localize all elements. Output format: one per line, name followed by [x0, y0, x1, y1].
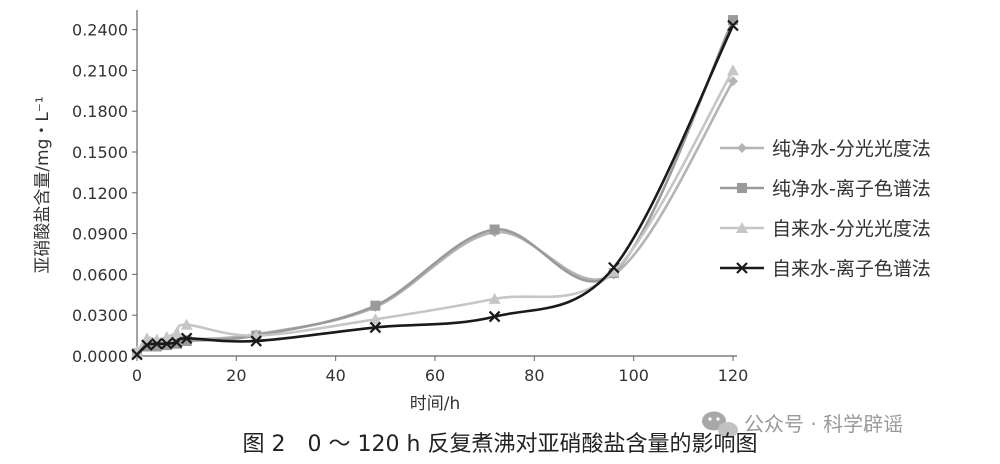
x-tick-label: 20 [226, 366, 246, 385]
series-line-2 [136, 19, 735, 355]
y-tick-label: 0.1800 [72, 102, 128, 121]
series-line-4 [136, 24, 735, 356]
data-point-series-4 [141, 339, 153, 351]
y-axis-title: 亚硝酸盐含量/mg・L⁻¹ [33, 96, 53, 273]
series-line-1 [136, 80, 735, 355]
data-point-series-4 [180, 332, 193, 345]
x-tick-label: 60 [425, 366, 445, 385]
x-tick-label: 80 [524, 366, 544, 385]
x-tick-label: 40 [325, 366, 345, 385]
data-point-series-2 [489, 224, 500, 235]
legend-label-4: 自来水-离子色谱法 [772, 258, 931, 280]
data-point-series-4 [608, 261, 620, 274]
x-tick-label: 0 [132, 366, 142, 385]
data-point-series-4 [488, 310, 501, 323]
data-point-series-4 [369, 321, 382, 334]
y-tick-label: 0.0600 [72, 265, 128, 284]
legend-marker-2 [737, 183, 747, 193]
legend-marker-1 [737, 143, 747, 153]
data-point-series-1 [728, 76, 738, 87]
plot-area: 0.0000 0.0300 0.0600 0.0900 0.1200 0.1500 0.18… [72, 10, 748, 385]
data-point-series-2 [728, 15, 738, 26]
data-point-series-2 [370, 300, 381, 311]
y-tick-label: 0.1500 [72, 143, 128, 162]
legend-label-3: 自来水-分光光度法 [772, 218, 931, 240]
data-point-series-4 [170, 336, 183, 349]
data-point-series-4 [151, 337, 163, 350]
watermark-text: 公众号 · 科学辟谣 [744, 412, 903, 436]
legend-label-1: 纯净水-分光光度法 [772, 138, 931, 160]
wechat-icon [702, 411, 738, 438]
data-point-series-4 [250, 335, 262, 347]
data-point-series-2 [181, 336, 192, 347]
x-tick-label: 100 [618, 366, 649, 385]
y-tick-label: 0.0900 [72, 225, 128, 244]
watermark: 公众号 · 科学辟谣 [702, 411, 903, 438]
data-point-series-3 [488, 292, 501, 304]
y-tick-label: 0.2400 [72, 21, 128, 40]
data-point-series-2 [151, 341, 162, 352]
x-axis-title: 时间/h [410, 394, 461, 414]
data-point-series-3 [170, 326, 183, 338]
y-tick-label: 0.0300 [72, 306, 128, 325]
figure-caption: 图 2 0 ～ 120 h 反复煮沸对亚硝酸盐含量的影响图 [243, 432, 758, 457]
data-point-series-3 [369, 313, 382, 325]
data-point-series-3 [131, 345, 143, 357]
series-line-3 [135, 69, 735, 353]
legend-marker-3 [736, 222, 748, 233]
data-point-series-3 [180, 318, 193, 330]
data-point-series-4 [161, 337, 173, 350]
y-tick-label: 0.2100 [72, 61, 128, 80]
data-point-series-3 [727, 64, 739, 76]
y-tick-label: 0.1200 [72, 184, 128, 203]
legend-marker-4 [736, 262, 748, 274]
data-point-series-3 [607, 265, 620, 277]
y-tick-label: 0.0000 [72, 347, 128, 366]
legend-label-2: 纯净水-离子色谱法 [772, 178, 931, 200]
data-point-series-4 [727, 19, 739, 32]
data-point-series-4 [131, 348, 143, 361]
x-tick-label: 120 [718, 366, 749, 385]
